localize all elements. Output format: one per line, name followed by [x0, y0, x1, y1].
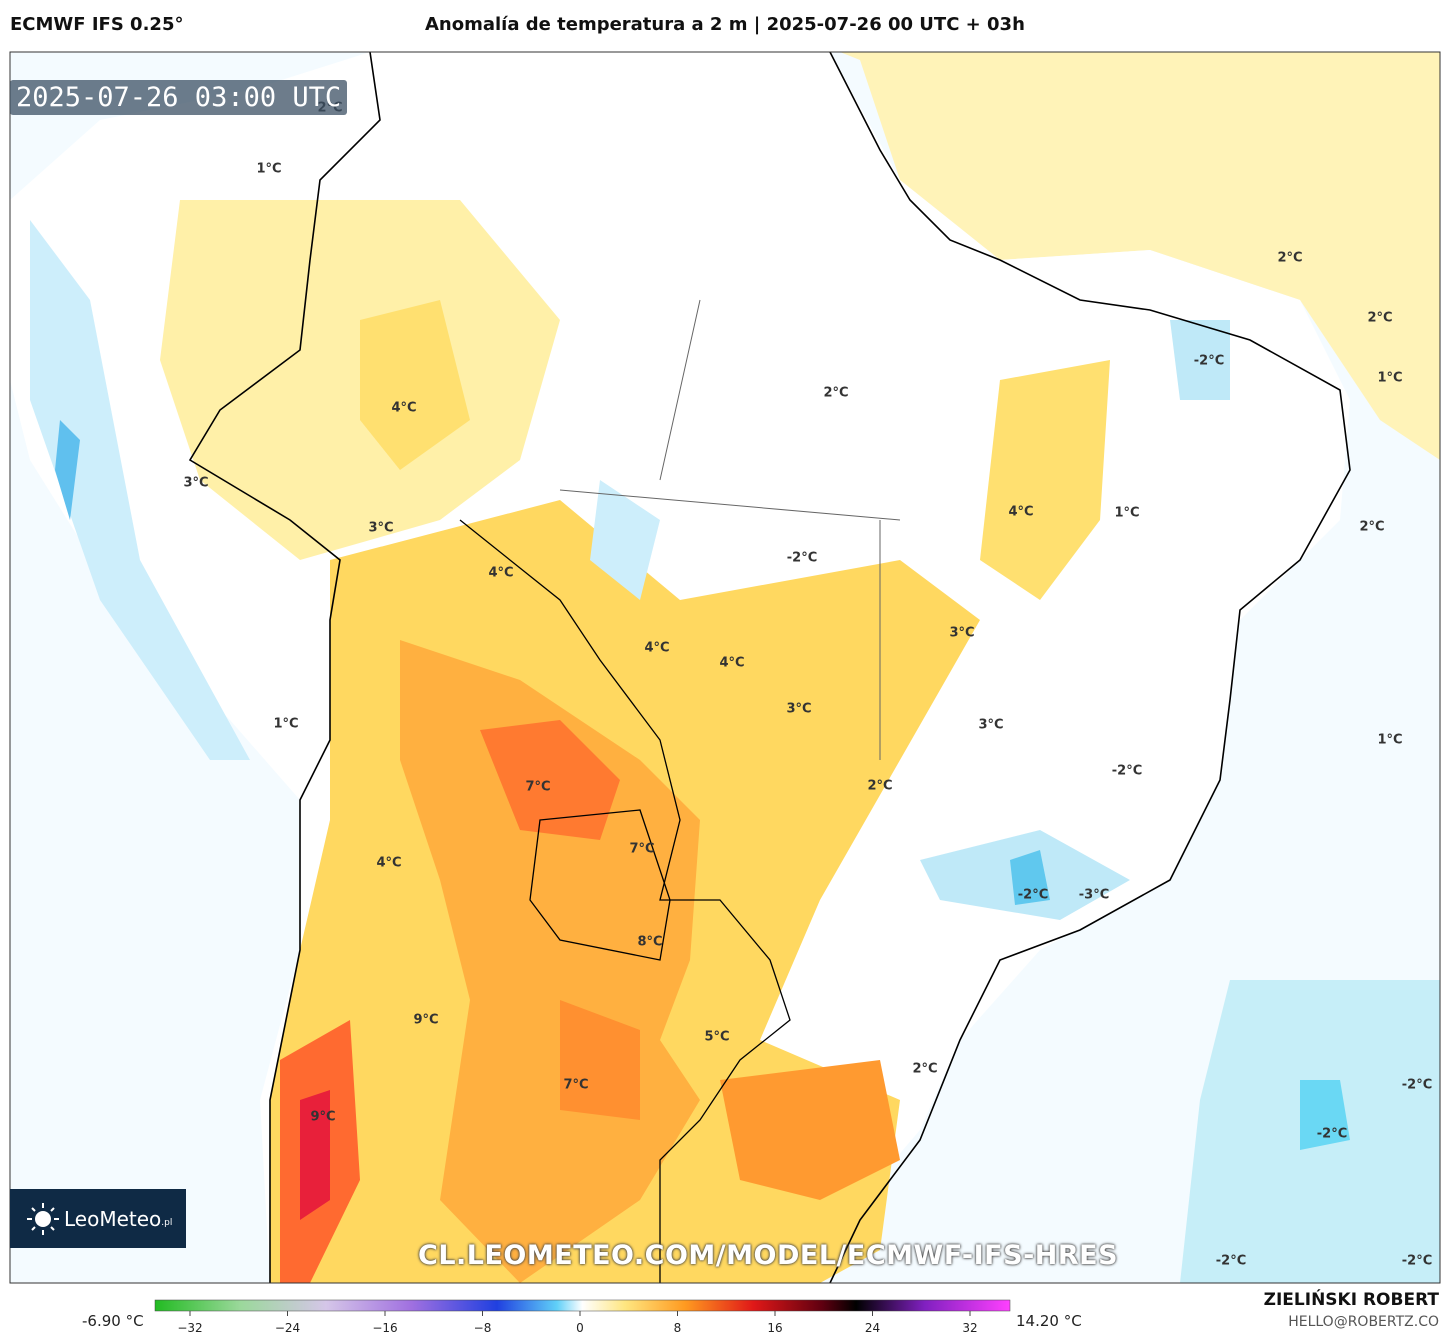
colorbar-min: -6.90 °C: [82, 1312, 144, 1330]
contour-label: -2°C: [1194, 354, 1224, 369]
contour-label: 2°C: [1277, 251, 1302, 266]
logo-icon: [27, 1202, 59, 1235]
contour-label: 4°C: [1008, 505, 1033, 520]
contour-label: 4°C: [391, 401, 416, 416]
contour-label: 7°C: [525, 780, 550, 795]
colorbar-tick-label: 24: [865, 1321, 880, 1335]
colorbar-tick-label: 8: [674, 1321, 682, 1335]
colorbar-tick-label: 16: [767, 1321, 782, 1335]
colorbar-max: 14.20 °C: [1016, 1312, 1082, 1330]
contour-label: 4°C: [644, 641, 669, 656]
contour-label: 1°C: [1377, 371, 1402, 386]
contour-label: 3°C: [183, 476, 208, 491]
colorbar: [154, 1299, 1011, 1312]
colorbar-tick-label: 0: [576, 1321, 584, 1335]
contour-label: 5°C: [704, 1030, 729, 1045]
colorbar-tick-label: −16: [372, 1321, 397, 1335]
author: ZIELIŃSKI ROBERT: [1263, 1290, 1439, 1310]
contour-label: 8°C: [637, 935, 662, 950]
map-title: Anomalía de temperatura a 2 m | 2025-07-…: [425, 14, 1025, 35]
contour-label: -2°C: [1216, 1254, 1246, 1269]
contour-label: 4°C: [488, 566, 513, 581]
colorbar-ticks: −32 −24 −16 −8 0 8 16 24 32: [177, 1311, 978, 1335]
contact: HELLO@ROBERTZ.CO: [1288, 1314, 1439, 1330]
contour-label: 2°C: [912, 1062, 937, 1077]
map-field: [10, 52, 1440, 1283]
credits: ZIELIŃSKI ROBERT HELLO@ROBERTZ.CO: [1264, 1290, 1439, 1330]
contour-label: 3°C: [978, 718, 1003, 733]
contour-label: 1°C: [256, 162, 281, 177]
contour-label: 2°C: [1359, 520, 1384, 535]
contour-label: 4°C: [719, 656, 744, 671]
contour-label: 4°C: [376, 856, 401, 871]
colorbar-tick-label: −24: [275, 1321, 300, 1335]
contour-label: -2°C: [787, 551, 817, 566]
contour-label: -2°C: [1402, 1254, 1432, 1269]
colorbar-tick-label: −8: [474, 1321, 492, 1335]
contour-label: 3°C: [368, 521, 393, 536]
colorbar-tick-label: −32: [177, 1321, 202, 1335]
watermark: CL.LEOMETEO.COM/MODEL/ECMWF-IFS-HRES: [418, 1240, 1119, 1271]
contour-label: -2°C: [1402, 1078, 1432, 1093]
colorbar-tick-label: 32: [962, 1321, 977, 1335]
model-name: ECMWF IFS 0.25°: [10, 14, 184, 35]
contour-label: 7°C: [563, 1078, 588, 1093]
contour-label: 1°C: [1114, 506, 1139, 521]
valid-time: 2025-07-26 03:00 UTC: [10, 80, 348, 115]
contour-label: 3°C: [949, 626, 974, 641]
contour-label: 7°C: [629, 842, 654, 857]
contour-label: 1°C: [1377, 733, 1402, 748]
contour-label: 2°C: [867, 779, 892, 794]
contour-label: 2°C: [1367, 311, 1392, 326]
contour-label: -2°C: [1317, 1127, 1347, 1142]
logo-name: LeoMeteo: [64, 1206, 162, 1231]
contour-label: 9°C: [413, 1013, 438, 1028]
contour-label: -2°C: [1112, 764, 1142, 779]
contour-label: 3°C: [786, 702, 811, 717]
contour-label: -2°C: [1018, 888, 1048, 903]
contour-label: 1°C: [273, 717, 298, 732]
contour-label: 9°C: [310, 1110, 335, 1125]
contour-label: -3°C: [1079, 888, 1109, 903]
logo-suffix: .pl: [161, 1217, 173, 1228]
contour-label: 2°C: [823, 386, 848, 401]
logo: LeoMeteo .pl: [10, 1189, 186, 1248]
